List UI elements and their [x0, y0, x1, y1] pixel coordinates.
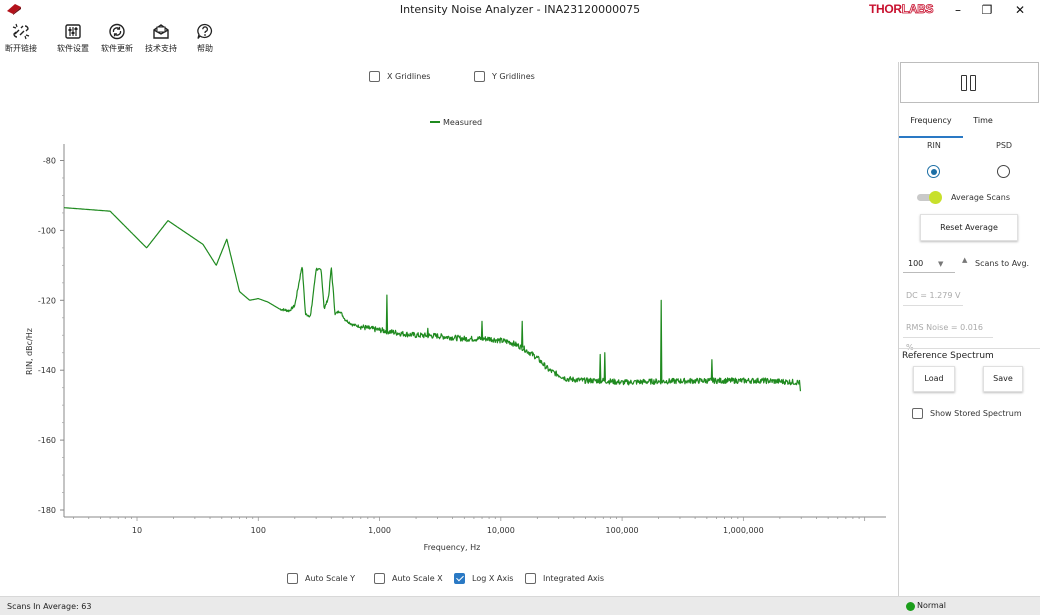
integrated-axis-label: Integrated Axis [543, 573, 605, 583]
x-axis-label: Frequency, Hz [424, 543, 481, 552]
average-scans-label: Average Scans [951, 193, 1011, 202]
toolbar: 断开链接 软件设置 软件更新 技术支持 帮助 [0, 20, 1040, 62]
checkbox-box[interactable] [369, 70, 380, 82]
thorlabs-logo: THORLABS [869, 2, 934, 17]
status-bar: Scans In Average: 63 Normal [0, 596, 1040, 615]
checkbox-box[interactable] [474, 70, 485, 82]
app-logo-icon [7, 4, 21, 15]
y-tick-label: -80 [43, 156, 56, 165]
psd-label: PSD [996, 141, 1013, 150]
reset-average-button[interactable]: Reset Average [920, 214, 1018, 241]
update-button[interactable]: 软件更新 [98, 23, 136, 59]
help-button[interactable]: 帮助 [190, 23, 220, 59]
toolbar-label: 软件设置 [57, 44, 89, 53]
y-tick-label: -120 [38, 296, 56, 305]
x-tick-label: 10 [132, 526, 142, 535]
status-indicator-icon [906, 602, 915, 611]
close-button[interactable]: ✕ [1014, 3, 1026, 17]
auto-scale-x-checkbox[interactable]: Auto Scale X [374, 571, 443, 585]
log-x-axis-label: Log X Axis [472, 573, 514, 583]
scans-to-avg-input[interactable]: 100 [903, 255, 955, 273]
rin-chart[interactable]: -80 -100 -120 -140 -160 -180 10 100 1,000 10,000 1… [0, 62, 898, 562]
checkbox-box-checked[interactable] [454, 572, 465, 584]
y-gridlines-checkbox[interactable]: Y Gridlines [474, 69, 535, 83]
x-tick-label: 100,000 [606, 526, 639, 535]
scans-in-average-status: Scans In Average: 63 [7, 602, 92, 611]
chevron-up-icon[interactable]: ▲ [962, 256, 968, 264]
x-tick-label: 100 [251, 526, 266, 535]
measured-series-tail [798, 379, 802, 392]
toolbar-label: 软件更新 [101, 44, 133, 53]
status-state-text: Normal [917, 601, 946, 610]
tab-time[interactable]: Time [973, 116, 993, 125]
control-panel: Frequency Time RIN PSD Average Scans Res… [898, 62, 1040, 596]
pause-icon [961, 75, 979, 92]
auto-scale-x-label: Auto Scale X [392, 573, 443, 583]
integrated-axis-checkbox[interactable]: Integrated Axis [525, 571, 604, 585]
x-tick-label: 1,000,000 [723, 526, 764, 535]
x-gridlines-label: X Gridlines [387, 71, 431, 81]
checkbox-box[interactable] [525, 572, 536, 584]
x-gridlines-checkbox[interactable]: X Gridlines [369, 69, 430, 83]
auto-scale-y-checkbox[interactable]: Auto Scale Y [287, 571, 355, 585]
window-title: Intensity Noise Analyzer - INA2312000007… [399, 3, 641, 16]
psd-radio[interactable] [997, 165, 1010, 178]
y-tick-label: -160 [38, 436, 56, 445]
rms-noise-readout: RMS Noise = 0.016 % [903, 318, 993, 352]
help-icon [197, 23, 213, 39]
maximize-button[interactable]: ❐ [981, 3, 993, 17]
settings-icon [65, 24, 81, 39]
disconnect-button[interactable]: 断开链接 [2, 23, 40, 59]
y-tick-label: -100 [38, 226, 56, 235]
checkbox-box[interactable] [912, 407, 923, 419]
toolbar-label: 断开链接 [5, 44, 37, 53]
toolbar-label: 技术支持 [145, 44, 177, 53]
log-x-axis-checkbox[interactable]: Log X Axis [454, 571, 513, 585]
show-stored-spectrum-checkbox[interactable]: Show Stored Spectrum [912, 406, 1022, 420]
auto-scale-y-label: Auto Scale Y [305, 573, 356, 583]
measured-series-line [63, 207, 800, 386]
dc-readout: DC = 1.279 V [903, 286, 963, 306]
y-tick-label: -140 [38, 366, 56, 375]
support-button[interactable]: 技术支持 [142, 23, 180, 59]
reference-spectrum-title: Reference Spectrum [902, 351, 994, 361]
y-axis-label: RIN, dBc/Hz [25, 328, 34, 375]
rin-radio[interactable] [927, 165, 940, 178]
title-bar: Intensity Noise Analyzer - INA2312000007… [0, 0, 1040, 20]
update-icon [109, 23, 125, 40]
tab-frequency[interactable]: Frequency [899, 112, 963, 138]
load-button[interactable]: Load [913, 366, 955, 392]
x-tick-label: 1,000 [368, 526, 391, 535]
checkbox-box[interactable] [374, 572, 385, 584]
toolbar-label: 帮助 [197, 44, 213, 53]
settings-button[interactable]: 软件设置 [54, 23, 92, 59]
legend-entry: Measured [443, 118, 482, 127]
pause-button[interactable] [900, 62, 1039, 103]
disconnect-icon [12, 23, 30, 40]
y-gridlines-label: Y Gridlines [492, 71, 535, 81]
support-icon [153, 24, 169, 39]
rin-label: RIN [927, 141, 941, 150]
minimize-button[interactable]: – [955, 3, 961, 17]
y-tick-label: -180 [38, 506, 56, 515]
divider [899, 348, 1040, 349]
checkbox-box[interactable] [287, 572, 298, 584]
x-tick-label: 10,000 [487, 526, 515, 535]
chevron-down-icon[interactable]: ▼ [938, 260, 944, 268]
show-stored-spectrum-label: Show Stored Spectrum [930, 408, 1022, 418]
save-button[interactable]: Save [983, 366, 1023, 392]
average-scans-toggle[interactable] [917, 191, 942, 204]
scans-to-avg-label: Scans to Avg. [975, 259, 1030, 268]
